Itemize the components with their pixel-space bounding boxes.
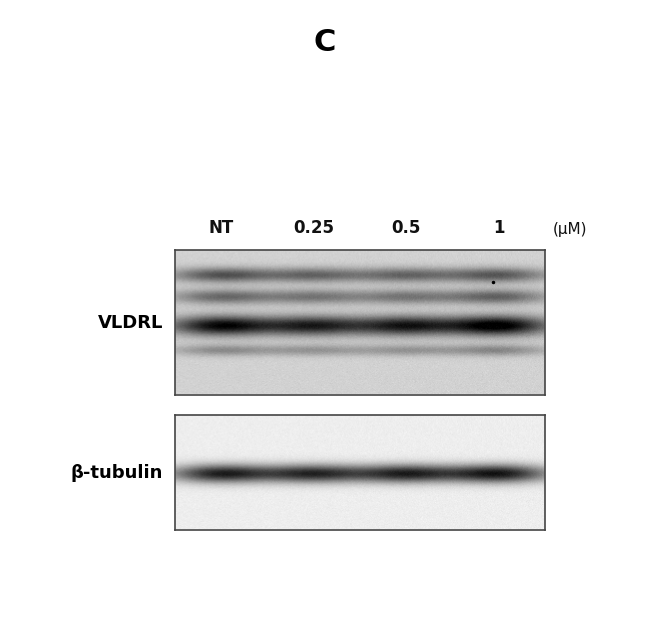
Text: 0.25: 0.25: [293, 219, 334, 237]
Text: C: C: [314, 28, 336, 57]
Text: VLDRL: VLDRL: [98, 313, 163, 332]
Text: (μM): (μM): [553, 222, 588, 237]
Text: 0.5: 0.5: [391, 219, 421, 237]
Text: NT: NT: [209, 219, 234, 237]
Text: 1: 1: [493, 219, 504, 237]
Text: β-tubulin: β-tubulin: [71, 463, 163, 482]
